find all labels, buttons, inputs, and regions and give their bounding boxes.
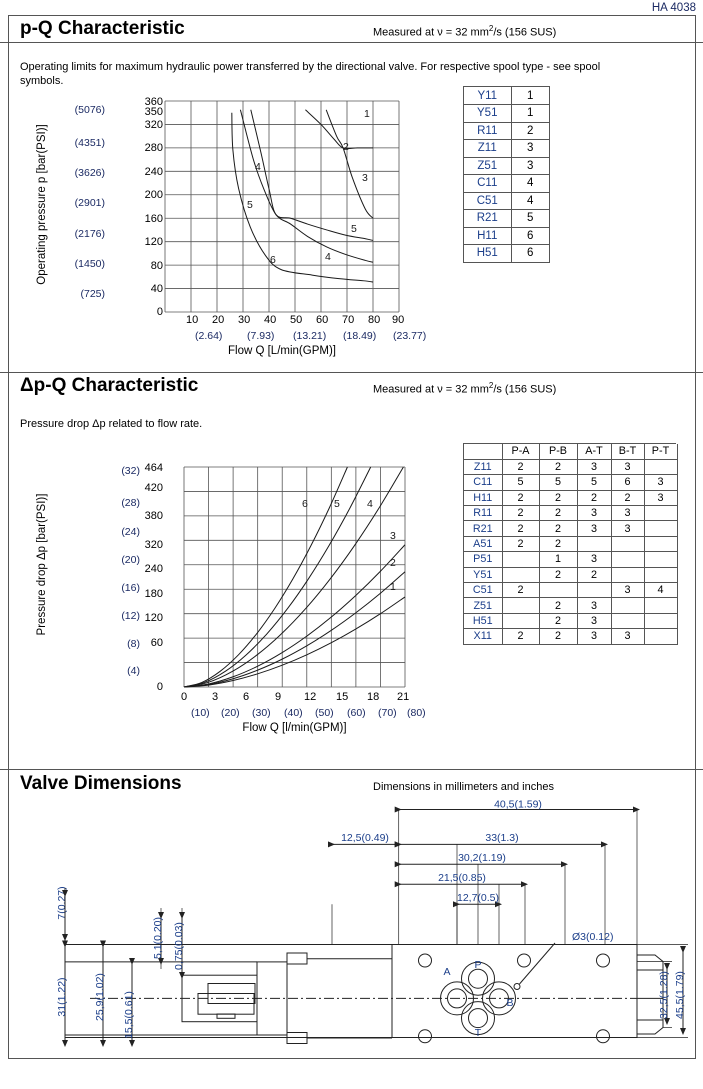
svg-text:31(1.22): 31(1.22) [56, 977, 68, 1016]
svg-text:A: A [443, 966, 450, 978]
svg-text:Ø3(0.12): Ø3(0.12) [572, 931, 613, 943]
svg-text:B: B [506, 997, 513, 1009]
svg-text:2: 2 [390, 557, 396, 569]
svg-text:4: 4 [325, 251, 331, 263]
svg-text:5: 5 [247, 199, 253, 211]
svg-text:1: 1 [364, 108, 370, 120]
svg-text:30,2(1.19): 30,2(1.19) [458, 852, 506, 864]
svg-text:P: P [474, 959, 481, 971]
svg-text:12,5(0.49): 12,5(0.49) [341, 832, 389, 844]
svg-text:45,5(1.79): 45,5(1.79) [674, 971, 686, 1019]
svg-text:7(0.27): 7(0.27) [56, 886, 68, 919]
svg-text:5: 5 [334, 498, 340, 510]
svg-text:T: T [475, 1027, 482, 1039]
svg-text:15,5(0.61): 15,5(0.61) [123, 991, 135, 1039]
svg-text:1: 1 [390, 581, 396, 593]
svg-text:3: 3 [390, 530, 396, 542]
svg-text:25,9(1.02): 25,9(1.02) [94, 973, 106, 1021]
svg-text:2: 2 [343, 141, 349, 153]
svg-text:21,5(0.85): 21,5(0.85) [438, 872, 486, 884]
svg-text:40,5(1.59): 40,5(1.59) [494, 800, 542, 811]
svg-text:5: 5 [351, 223, 357, 235]
svg-text:3: 3 [362, 172, 368, 184]
svg-text:6: 6 [270, 254, 276, 266]
svg-text:6: 6 [302, 498, 308, 510]
svg-text:4: 4 [367, 498, 373, 510]
svg-text:5,1(0.20): 5,1(0.20) [152, 917, 164, 959]
svg-text:32,5(1.28): 32,5(1.28) [658, 971, 670, 1019]
svg-text:12,7(0.5): 12,7(0.5) [457, 892, 499, 904]
svg-text:33(1.3): 33(1.3) [485, 832, 518, 844]
svg-text:0,75(0.03): 0,75(0.03) [173, 922, 185, 970]
svg-text:4: 4 [255, 161, 261, 173]
